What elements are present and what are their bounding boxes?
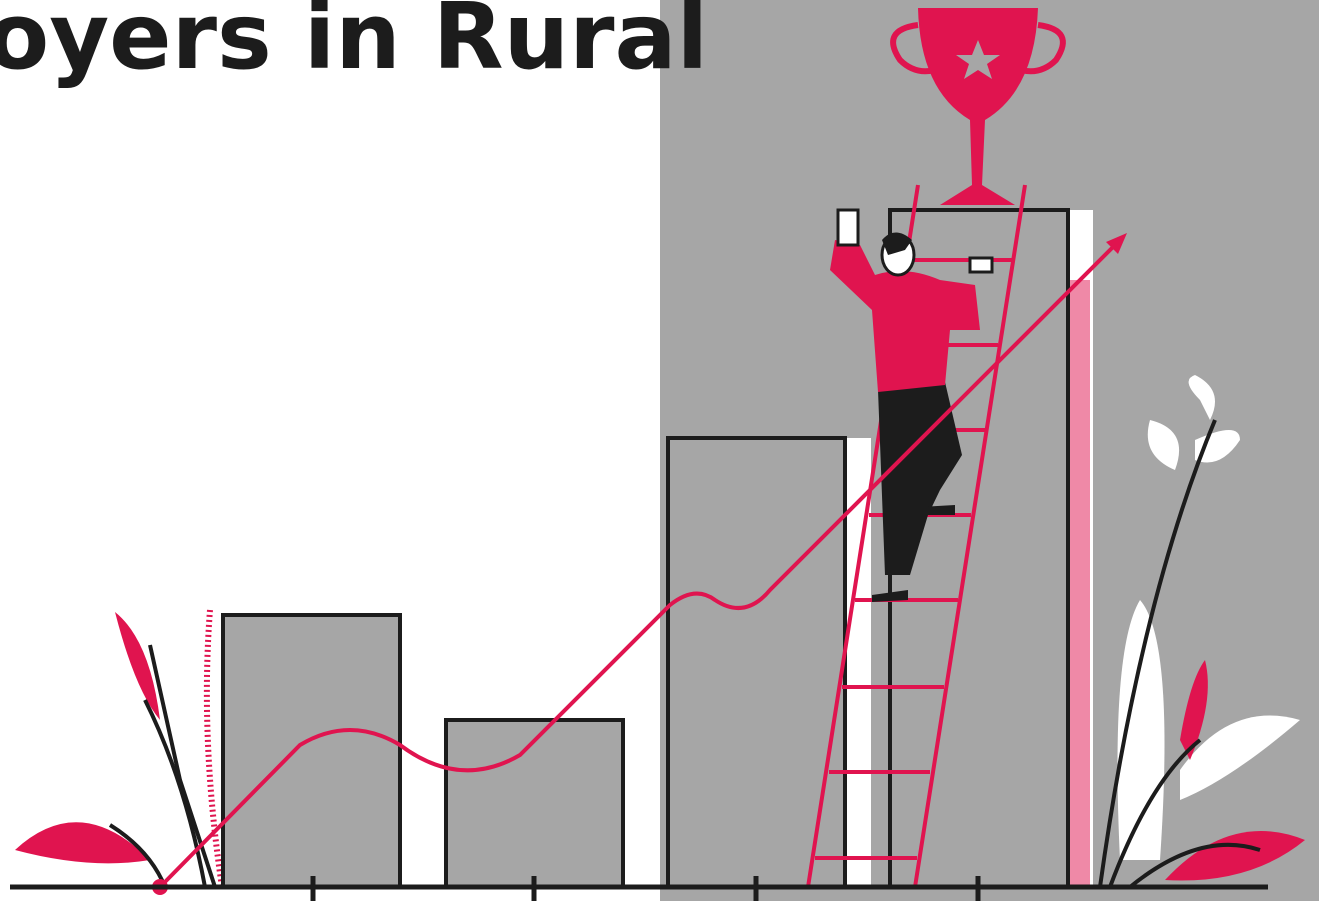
page: oyers in Rural: [0, 0, 1319, 901]
hero-illustration: oyers in Rural: [0, 0, 1319, 901]
page-title: oyers in Rural: [0, 0, 708, 90]
plant-left: [15, 610, 222, 887]
